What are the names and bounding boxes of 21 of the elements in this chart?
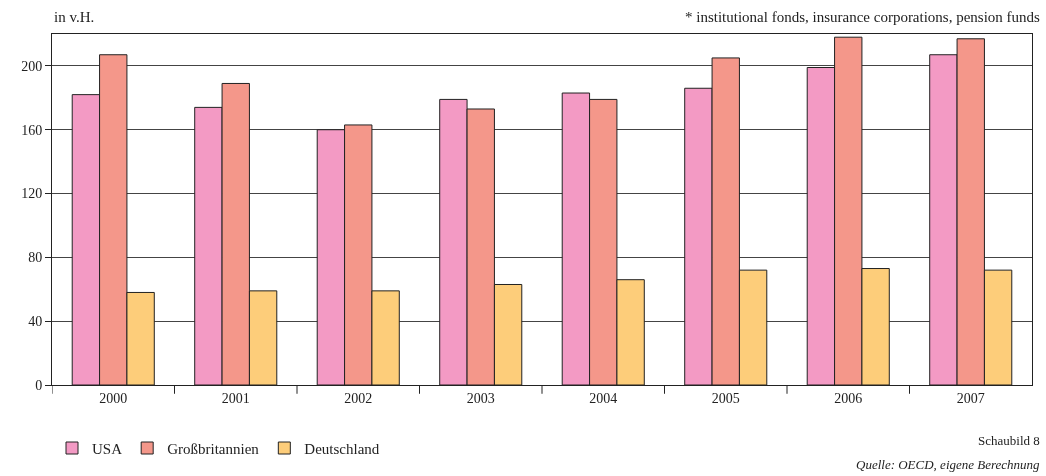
x-tick-label: 2003 <box>466 390 495 406</box>
source-note: Quelle: OECD, eigene Berechnung <box>856 457 1041 472</box>
y-tick-label: 0 <box>35 377 43 393</box>
x-tick-label: 2004 <box>589 390 618 406</box>
y-tick-label: 40 <box>28 314 43 330</box>
y-tick-label: 160 <box>21 122 43 138</box>
x-tick-label: 2000 <box>99 390 128 406</box>
y-tick-label: 200 <box>21 58 43 74</box>
y-tick-label: 80 <box>28 250 43 266</box>
legend-label: Deutschland <box>304 440 380 457</box>
x-tick-label: 2006 <box>834 390 863 406</box>
legend-label: Großbritannien <box>167 440 260 457</box>
x-tick-label: 2001 <box>221 390 250 406</box>
text: * institutional fonds, insurance corporations, pension funds <box>685 9 1041 25</box>
x-tick-label: 2007 <box>956 390 985 406</box>
x-tick-label: 2002 <box>344 390 373 406</box>
legend-label: USA <box>92 440 123 457</box>
x-tick-label: 2005 <box>711 390 740 406</box>
y-tick-label: 120 <box>21 186 43 202</box>
y-axis-title: in v.H. <box>54 9 95 25</box>
text: Schaubild 8 <box>978 433 1040 448</box>
